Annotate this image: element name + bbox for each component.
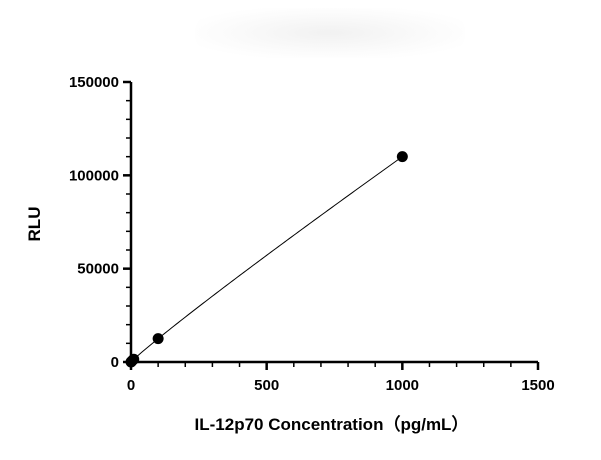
x-tick-label: 1500 — [521, 377, 554, 394]
fit-curve-layer — [130, 156, 403, 363]
x-tick-label: 1000 — [386, 377, 419, 394]
y-tick-label: 0 — [111, 354, 119, 371]
y-ticks-layer: 0 50000 100000 150000 — [69, 74, 131, 371]
x-tick-label: 0 — [127, 377, 135, 394]
y-tick-label: 150000 — [69, 74, 119, 91]
data-point — [396, 151, 408, 163]
y-tick-label: 100000 — [69, 167, 119, 184]
y-tick-label: 50000 — [77, 261, 119, 278]
axes-layer — [129, 82, 538, 364]
x-tick-label: 500 — [254, 377, 279, 394]
x-axis-title: IL-12p70 Concentration（pg/mL） — [195, 414, 469, 434]
blurred-region — [195, 8, 465, 58]
fit-curve — [130, 156, 403, 363]
y-axis-title: RLU — [25, 207, 44, 242]
x-ticks-layer: 0 500 1000 1500 — [127, 362, 555, 394]
data-point — [152, 333, 164, 345]
